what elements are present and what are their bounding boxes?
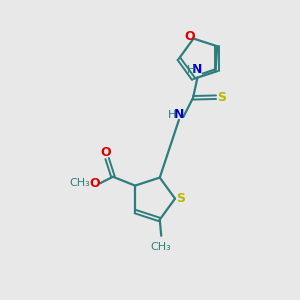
Text: O: O	[100, 146, 111, 159]
Text: N: N	[174, 108, 184, 121]
Text: CH₃: CH₃	[151, 242, 172, 252]
Text: O: O	[89, 177, 100, 190]
Text: N: N	[192, 63, 203, 76]
Text: H: H	[187, 65, 195, 75]
Text: O: O	[184, 30, 195, 43]
Text: CH₃: CH₃	[69, 178, 90, 188]
Text: S: S	[217, 91, 226, 104]
Text: S: S	[176, 192, 185, 205]
Text: H: H	[168, 110, 177, 120]
